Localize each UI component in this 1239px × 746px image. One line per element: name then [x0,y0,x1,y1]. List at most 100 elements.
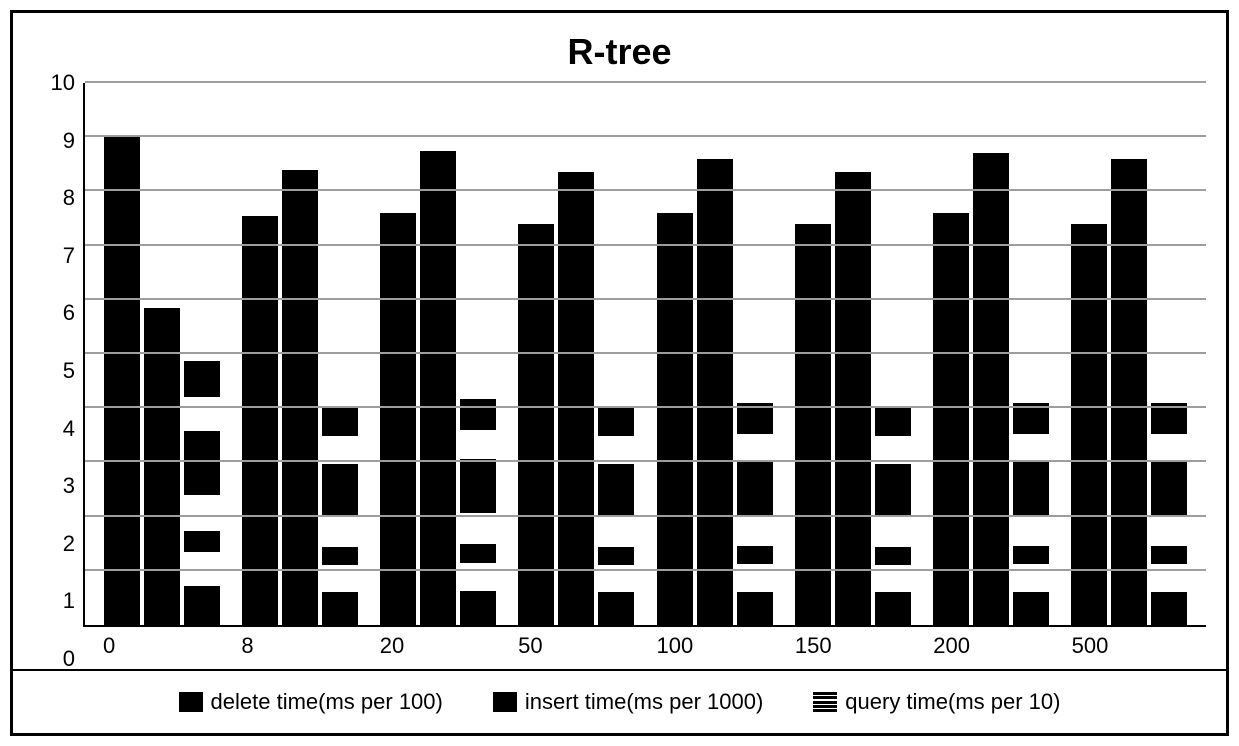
x-tick-label: 100 [645,633,783,659]
bar-stripe [184,586,220,625]
bar-stripe [598,547,634,565]
legend-label: delete time(ms per 100) [211,689,443,715]
y-tick-label: 4 [63,416,75,442]
chart-body: 012345678910 082050100150200500 [13,83,1226,669]
gridline [85,515,1206,517]
bar [242,216,278,625]
gridline [85,569,1206,571]
bar [795,224,831,625]
x-tick-label: 500 [1060,633,1198,659]
bar-stripe [1151,462,1187,515]
gridline [85,352,1206,354]
bar-stripe [598,406,634,436]
bar [737,370,773,625]
bar-stripe [460,459,496,514]
chart-title: R-tree [13,13,1226,83]
bar [1013,370,1049,625]
bar-stripe [737,592,773,625]
y-tick-label: 0 [63,646,75,672]
bar-group [922,83,1060,625]
bar-group [1060,83,1198,625]
bar [420,151,456,625]
bar-group [507,83,645,625]
bar-stripe [875,547,911,565]
y-tick-label: 7 [63,243,75,269]
x-tick-label: 150 [783,633,921,659]
legend-swatch-solid [179,692,203,712]
gridline [85,135,1206,137]
gridline [85,189,1206,191]
bar-group [231,83,369,625]
bar-groups [85,83,1206,625]
plot-outer: 082050100150200500 [83,83,1206,659]
bar-stripe [322,592,358,625]
bar-stripe [598,464,634,517]
y-tick-label: 6 [63,300,75,326]
bar [697,159,733,625]
legend: delete time(ms per 100) insert time(ms pe… [13,669,1226,733]
gridline [85,406,1206,408]
bar-stripe [598,592,634,625]
gridline [85,298,1206,300]
gridline [85,81,1206,83]
chart-frame: R-tree 012345678910 082050100150200500 d… [10,10,1229,736]
y-axis: 012345678910 [33,83,83,659]
bar [598,373,634,625]
y-tick-label: 1 [63,588,75,614]
bar [657,213,693,625]
y-tick-label: 8 [63,185,75,211]
gridline [85,460,1206,462]
bar-stripe [1013,462,1049,515]
bar-stripe [184,431,220,495]
bar [518,224,554,625]
bar-group [646,83,784,625]
y-tick-label: 3 [63,473,75,499]
y-tick-label: 9 [63,128,75,154]
bar-stripe [875,592,911,625]
bar-group [369,83,507,625]
bar [875,373,911,625]
x-axis: 082050100150200500 [83,627,1206,659]
bar [1071,224,1107,625]
bar [380,213,416,625]
y-tick-label: 2 [63,531,75,557]
legend-swatch-solid [493,692,517,712]
bar-stripe [1013,546,1049,564]
bar [933,213,969,625]
bar [973,153,1009,625]
legend-item: delete time(ms per 100) [179,689,443,715]
bar-stripe [875,406,911,436]
x-tick-label: 50 [506,633,644,659]
legend-swatch-striped [813,692,837,712]
bar-stripe [1013,592,1049,625]
y-tick-label: 10 [51,70,75,96]
legend-item: query time(ms per 10) [813,689,1060,715]
x-tick-label: 0 [91,633,229,659]
bar [322,373,358,625]
bar-group [93,83,231,625]
bar [558,172,594,625]
bar-stripe [1151,592,1187,625]
bar [282,170,318,625]
legend-label: insert time(ms per 1000) [525,689,763,715]
bar-stripe [460,544,496,562]
bar-stripe [322,406,358,436]
bar-stripe [1151,546,1187,564]
x-tick-label: 20 [368,633,506,659]
x-tick-label: 8 [229,633,367,659]
plot-area [83,83,1206,627]
legend-label: query time(ms per 10) [845,689,1060,715]
bar [1111,159,1147,625]
bar-stripe [184,361,220,397]
bar [835,172,871,625]
bar [1151,370,1187,625]
bar-stripe [460,399,496,430]
bar [104,135,140,626]
bar-group [784,83,922,625]
bar-stripe [322,464,358,517]
bar [144,308,180,625]
bar-stripe [184,531,220,552]
bar-stripe [737,462,773,515]
bar [184,321,220,625]
bar-stripe [460,591,496,625]
